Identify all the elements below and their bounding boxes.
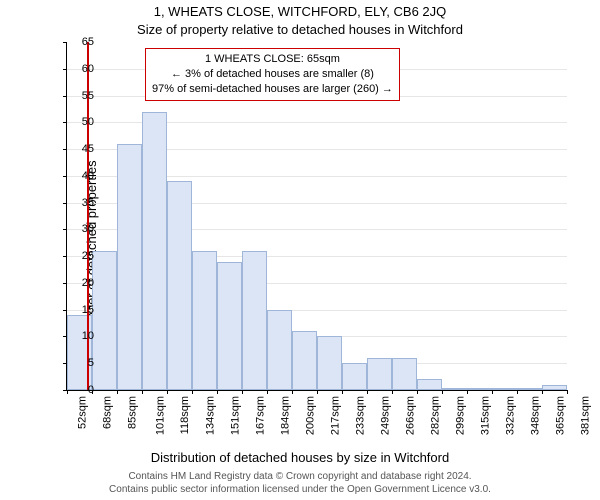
x-tick-mark [292,390,293,394]
y-tick-label: 60 [64,63,94,75]
x-tick-label: 348sqm [530,396,542,435]
x-tick-mark [342,390,343,394]
histogram-bar [267,310,292,390]
x-tick-mark [392,390,393,394]
x-tick-label: 184sqm [280,396,292,435]
histogram-bar [167,181,192,390]
x-tick-mark [367,390,368,394]
x-tick-label: 233sqm [355,396,367,435]
x-tick-label: 167sqm [255,396,267,435]
annotation-line-3: 97% of semi-detached houses are larger (… [152,83,393,95]
footer-line-2: Contains public sector information licen… [109,484,491,495]
histogram-bar [142,112,167,390]
x-tick-label: 266sqm [405,396,417,435]
x-tick-mark [267,390,268,394]
annotation-line-1: 1 WHEATS CLOSE: 65sqm [205,53,340,65]
histogram-bar [492,388,517,390]
x-tick-mark [317,390,318,394]
histogram-bar [517,388,542,390]
histogram-bar [292,331,317,390]
footer-line-1: Contains HM Land Registry data © Crown c… [128,471,471,482]
x-tick-mark [542,390,543,394]
y-tick-label: 45 [64,143,94,155]
plot-area: 1 WHEATS CLOSE: 65sqm ← 3% of detached h… [66,42,567,391]
x-tick-label: 151sqm [230,396,242,435]
x-tick-mark [217,390,218,394]
y-tick-label: 50 [64,116,94,128]
histogram-bar [367,358,392,390]
y-tick-label: 25 [64,250,94,262]
y-tick-label: 20 [64,277,94,289]
x-tick-mark [117,390,118,394]
x-tick-label: 200sqm [305,396,317,435]
x-tick-mark [467,390,468,394]
histogram-bar [342,363,367,390]
chart-container: 1, WHEATS CLOSE, WITCHFORD, ELY, CB6 2JQ… [0,0,600,500]
x-tick-label: 101sqm [155,396,167,435]
x-tick-mark [417,390,418,394]
chart-address-title: 1, WHEATS CLOSE, WITCHFORD, ELY, CB6 2JQ [0,4,600,19]
y-tick-label: 15 [64,304,94,316]
y-tick-label: 0 [64,384,94,396]
x-tick-label: 315sqm [480,396,492,435]
chart-footer: Contains HM Land Registry data © Crown c… [0,471,600,496]
histogram-bar [117,144,142,390]
x-tick-label: 118sqm [179,396,191,434]
x-tick-mark [192,390,193,394]
y-tick-label: 40 [64,170,94,182]
histogram-bar [467,388,492,390]
x-tick-mark [492,390,493,394]
x-tick-label: 299sqm [455,396,467,435]
x-tick-mark [142,390,143,394]
x-tick-mark [517,390,518,394]
x-tick-label: 52sqm [77,396,89,429]
chart-subtitle: Size of property relative to detached ho… [0,22,600,37]
x-tick-label: 365sqm [555,396,567,435]
x-tick-label: 134sqm [205,396,217,435]
annotation-box: 1 WHEATS CLOSE: 65sqm ← 3% of detached h… [145,48,400,101]
x-tick-label: 332sqm [505,396,517,435]
histogram-bar [242,251,267,390]
x-tick-label: 85sqm [127,396,139,429]
x-tick-label: 282sqm [430,396,442,435]
x-tick-label: 217sqm [330,396,342,435]
histogram-bar [217,262,242,390]
x-tick-mark [242,390,243,394]
annotation-line-2: ← 3% of detached houses are smaller (8) [171,68,374,80]
y-tick-label: 10 [64,330,94,342]
histogram-bar [192,251,217,390]
x-tick-label: 68sqm [102,396,114,429]
histogram-bar [542,385,567,390]
y-tick-label: 35 [64,197,94,209]
histogram-bar [442,388,467,390]
x-tick-label: 381sqm [580,396,592,435]
x-tick-mark [567,390,568,394]
histogram-bar [92,251,117,390]
y-tick-label: 65 [64,36,94,48]
y-tick-label: 30 [64,223,94,235]
histogram-bar [417,379,442,390]
histogram-bar [392,358,417,390]
histogram-bar [317,336,342,390]
x-tick-mark [167,390,168,394]
x-axis-label: Distribution of detached houses by size … [0,450,600,465]
x-tick-mark [442,390,443,394]
y-tick-label: 5 [64,357,94,369]
y-tick-label: 55 [64,90,94,102]
x-tick-label: 249sqm [380,396,392,435]
